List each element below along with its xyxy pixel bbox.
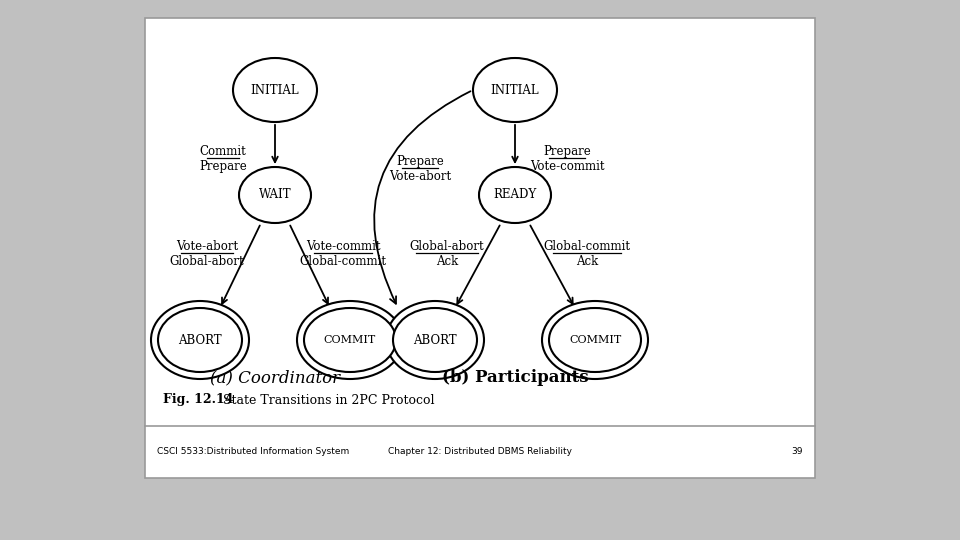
Ellipse shape [549, 308, 641, 372]
Ellipse shape [297, 301, 403, 379]
Ellipse shape [304, 308, 396, 372]
Text: Commit: Commit [200, 145, 247, 158]
Text: Global-commit: Global-commit [300, 255, 387, 268]
Text: Global-commit: Global-commit [543, 240, 631, 253]
Text: 39: 39 [791, 448, 803, 456]
Text: READY: READY [493, 188, 537, 201]
Ellipse shape [239, 167, 311, 223]
Text: (a) Coordinator: (a) Coordinator [210, 369, 340, 387]
Text: COMMIT: COMMIT [324, 335, 376, 345]
Ellipse shape [473, 58, 557, 122]
Ellipse shape [542, 301, 648, 379]
Text: ABORT: ABORT [179, 334, 222, 347]
Text: Global-abort: Global-abort [410, 240, 484, 253]
Text: Fig. 12.14: Fig. 12.14 [163, 394, 233, 407]
Text: CSCI 5533:Distributed Information System: CSCI 5533:Distributed Information System [157, 448, 349, 456]
Text: ABORT: ABORT [413, 334, 457, 347]
Text: Ack: Ack [576, 255, 598, 268]
Text: Vote-commit: Vote-commit [530, 160, 604, 173]
Text: WAIT: WAIT [258, 188, 291, 201]
Text: Vote-abort: Vote-abort [176, 240, 238, 253]
Text: COMMIT: COMMIT [569, 335, 621, 345]
Ellipse shape [393, 308, 477, 372]
FancyBboxPatch shape [145, 18, 815, 478]
Text: State Transitions in 2PC Protocol: State Transitions in 2PC Protocol [215, 394, 435, 407]
Text: Ack: Ack [436, 255, 458, 268]
Text: Prepare: Prepare [543, 145, 590, 158]
Ellipse shape [151, 301, 249, 379]
Text: INITIAL: INITIAL [251, 84, 300, 97]
Text: Prepare: Prepare [396, 155, 444, 168]
Ellipse shape [386, 301, 484, 379]
Text: INITIAL: INITIAL [491, 84, 540, 97]
Text: Vote-commit: Vote-commit [305, 240, 380, 253]
Ellipse shape [158, 308, 242, 372]
Ellipse shape [233, 58, 317, 122]
Text: Global-abort: Global-abort [170, 255, 244, 268]
Ellipse shape [479, 167, 551, 223]
FancyArrowPatch shape [374, 91, 470, 303]
Text: (b) Participants: (b) Participants [442, 369, 588, 387]
Text: Vote-abort: Vote-abort [389, 170, 451, 183]
Text: Chapter 12: Distributed DBMS Reliability: Chapter 12: Distributed DBMS Reliability [388, 448, 572, 456]
Text: Prepare: Prepare [199, 160, 247, 173]
